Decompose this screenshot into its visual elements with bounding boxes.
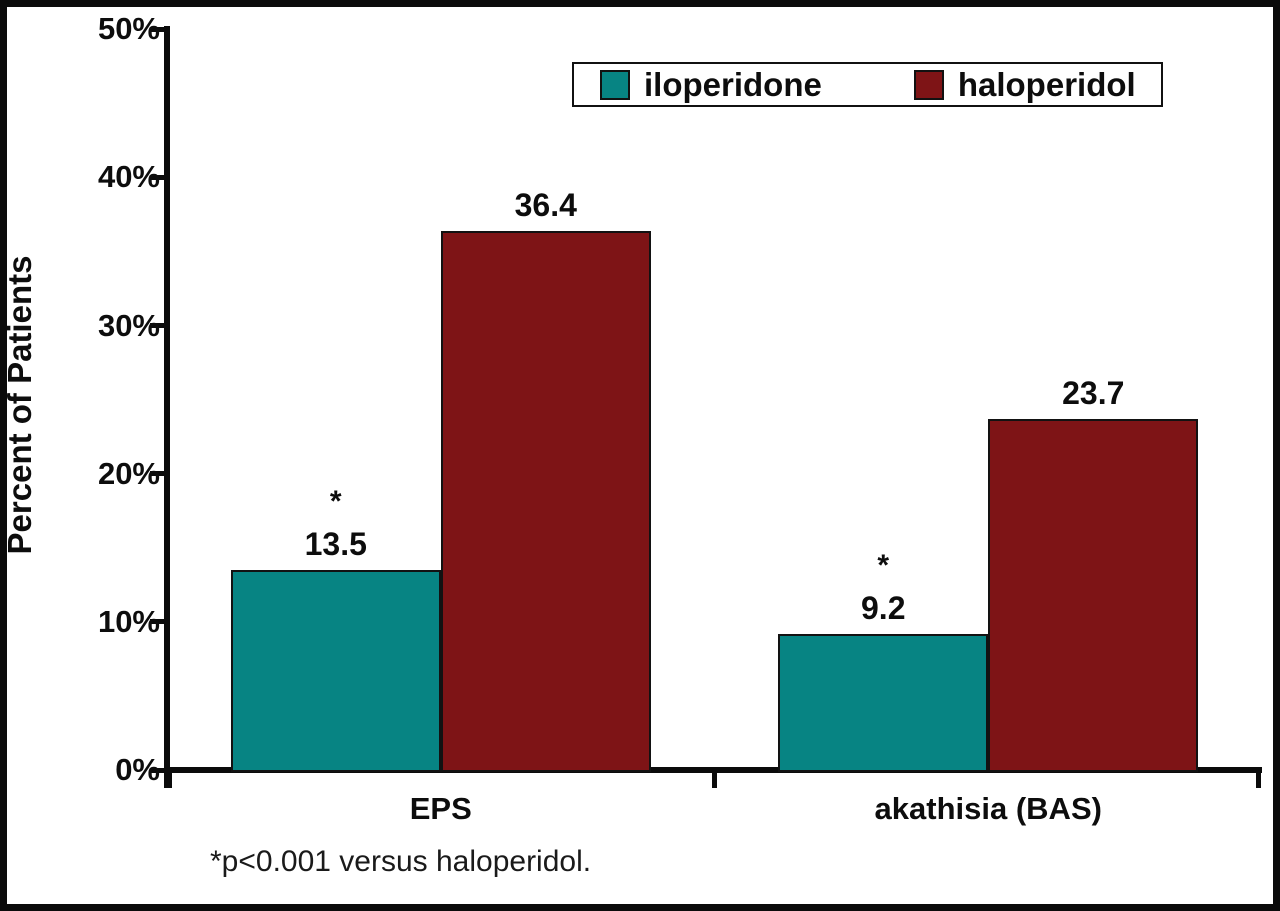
y-axis-title: Percent of Patients xyxy=(1,255,38,555)
y-tick-mark-0% xyxy=(150,767,165,773)
y-tick-mark-50% xyxy=(150,26,165,32)
y-tick-label-0%: 0% xyxy=(115,752,160,787)
y-tick-mark-10% xyxy=(150,619,165,625)
y-tick-label-50%: 50% xyxy=(97,11,160,47)
haloperidol-swatch xyxy=(913,69,944,100)
category-label-EPS: EPS xyxy=(409,791,472,826)
y-tick-mark-40% xyxy=(150,174,165,180)
y-tick-label-20%: 20% xyxy=(97,455,160,491)
legend-item-iloperidone: iloperidone xyxy=(600,65,822,103)
bar-iloperidone-akathisia (BAS) xyxy=(778,633,989,772)
y-tick-label-10%: 10% xyxy=(97,603,160,639)
y-tick-label-30%: 30% xyxy=(97,307,160,343)
legend-item-haloperidol: haloperidol xyxy=(913,65,1136,103)
legend-label-iloperidone: iloperidone xyxy=(644,65,822,103)
y-tick-label-40%: 40% xyxy=(97,159,160,195)
x-tick-mark-0 xyxy=(166,767,172,788)
legend-label-haloperidol: haloperidol xyxy=(957,65,1136,103)
bar-haloperidol-EPS xyxy=(440,230,651,772)
bar-haloperidol-akathisia (BAS) xyxy=(988,418,1199,772)
value-label-iloperidone-EPS: 13.5 xyxy=(304,526,367,562)
significance-asterisk-iloperidone-akathisia (BAS): * xyxy=(877,548,890,582)
category-label-akathisia (BAS): akathisia (BAS) xyxy=(874,791,1102,826)
significance-asterisk-iloperidone-EPS: * xyxy=(329,485,342,518)
legend: iloperidone haloperidol xyxy=(572,62,1163,107)
y-tick-mark-20% xyxy=(150,471,165,477)
bar-iloperidone-EPS xyxy=(230,570,441,772)
value-label-iloperidone-akathisia (BAS): 9.2 xyxy=(861,589,906,626)
value-label-haloperidol-akathisia (BAS): 23.7 xyxy=(1062,374,1125,411)
y-tick-mark-30% xyxy=(150,323,165,329)
footnote: *p<0.001 versus haloperidol. xyxy=(210,845,592,878)
y-axis-line xyxy=(164,26,170,788)
x-tick-mark-2 xyxy=(1255,767,1261,788)
value-label-haloperidol-EPS: 36.4 xyxy=(514,186,577,223)
iloperidone-swatch xyxy=(600,69,630,100)
x-tick-mark-1 xyxy=(712,767,717,788)
